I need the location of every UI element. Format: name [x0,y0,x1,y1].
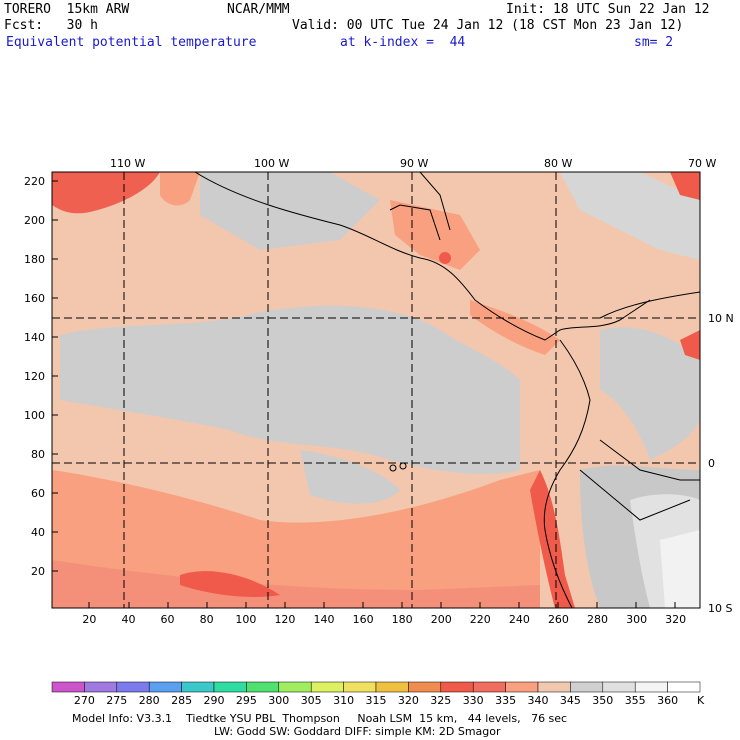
y-tick: 60 [31,487,45,500]
colorbar-swatch [343,681,377,693]
lon-label-70w: 70 W [688,157,717,170]
colorbar-swatch [667,681,701,693]
x-tick: 220 [469,613,491,626]
y-tick: 120 [24,370,45,383]
colorbar-swatch [440,681,474,693]
lon-label-110w: 110 W [110,157,146,170]
valid-time: Valid: 00 UTC Tue 24 Jan 12 (18 CST Mon … [292,18,684,33]
frame-ticks [52,180,676,608]
x-tick: 80 [199,613,214,626]
x-tick: 300 [626,613,648,626]
colorbar-swatch [213,681,247,693]
x-tick: 240 [508,613,530,626]
colorbar-label: 285 [171,694,193,707]
colorbar-label: 305 [300,694,322,707]
colorbar-swatch [505,681,539,693]
lon-label-80w: 80 W [544,157,573,170]
theta-e-field [52,172,700,608]
colorbar-swatch [148,681,182,693]
x-tick: 320 [665,613,687,626]
x-tick: 100 [235,613,257,626]
colorbar-swatch [181,681,215,693]
x-tick: 180 [391,613,413,626]
coastlines [194,172,700,608]
colorbar-label: 310 [333,694,355,707]
colorbar-swatch [310,681,344,693]
model-name: TORERO 15km ARW [4,2,130,17]
y-tick: 100 [24,409,45,422]
colorbar-swatch [408,681,442,693]
colorbar-swatch [51,681,85,693]
colorbar-label: 330 [462,694,484,707]
x-tick: 280 [587,613,608,626]
x-tick: 260 [547,613,569,626]
smoothing-info: sm= 2 [634,35,674,50]
colorbar-label: 350 [592,694,614,707]
colorbar-label: 295 [235,694,257,707]
lat-lon-grid [52,172,700,608]
y-tick: 180 [24,253,45,266]
init-time: Init: 18 UTC Sun 22 Jan 12 [506,2,710,17]
colorbar-swatch [570,681,604,693]
colorbar-swatch [278,681,312,693]
x-tick: 40 [121,613,136,626]
x-tick: 200 [430,613,452,626]
colorbar-label: 270 [73,694,95,707]
model-info-line1: Model Info: V3.3.1 Tiedtke YSU PBL Thomp… [72,712,568,725]
x-tick: 20 [82,613,97,626]
colorbar-label: 335 [495,694,517,707]
colorbar-swatch [472,681,506,693]
colorbar-swatch [116,681,150,693]
y-tick: 160 [24,292,45,305]
colorbar-label: 300 [268,694,290,707]
lon-label-90w: 90 W [400,157,429,170]
lat-label-10n: 10 N [708,312,734,325]
colorbar [51,681,701,693]
field-name: Equivalent potential temperature [6,35,257,50]
x-tick: 160 [352,613,374,626]
colorbar-unit: K [697,694,705,707]
colorbar-swatch [537,681,571,693]
colorbar-swatch [634,681,668,693]
colorbar-label: 315 [365,694,387,707]
y-tick: 40 [31,526,45,539]
lat-label-10s: 10 S [708,602,733,615]
forecast-hour: Fcst: 30 h [4,18,98,33]
colorbar-label: 280 [138,694,160,707]
y-tick: 220 [24,175,45,188]
center-name: NCAR/MMM [227,2,290,17]
y-tick: 20 [31,565,45,578]
x-tick: 60 [160,613,175,626]
colorbar-swatch [246,681,280,693]
y-tick: 140 [24,331,45,344]
colorbar-label: 320 [397,694,419,707]
x-tick: 120 [274,613,296,626]
colorbar-label: 325 [430,694,452,707]
y-tick: 80 [31,448,45,461]
colorbar-label: 340 [527,694,549,707]
y-tick: 200 [24,214,45,227]
colorbar-swatch [375,681,409,693]
level-info: at k-index = 44 [340,35,466,50]
lat-label-0: 0 [708,457,715,470]
colorbar-label: 345 [559,694,581,707]
colorbar-label: 360 [657,694,679,707]
colorbar-swatch [84,681,118,693]
map-frame [51,171,701,609]
colorbar-label: 355 [624,694,646,707]
lon-label-100w: 100 W [254,157,290,170]
colorbar-label: 275 [106,694,128,707]
colorbar-label: 290 [203,694,225,707]
x-tick: 140 [313,613,335,626]
colorbar-swatch [602,681,636,693]
model-info-line2: LW: Godd SW: Goddard DIFF: simple KM: 2D… [214,725,501,738]
